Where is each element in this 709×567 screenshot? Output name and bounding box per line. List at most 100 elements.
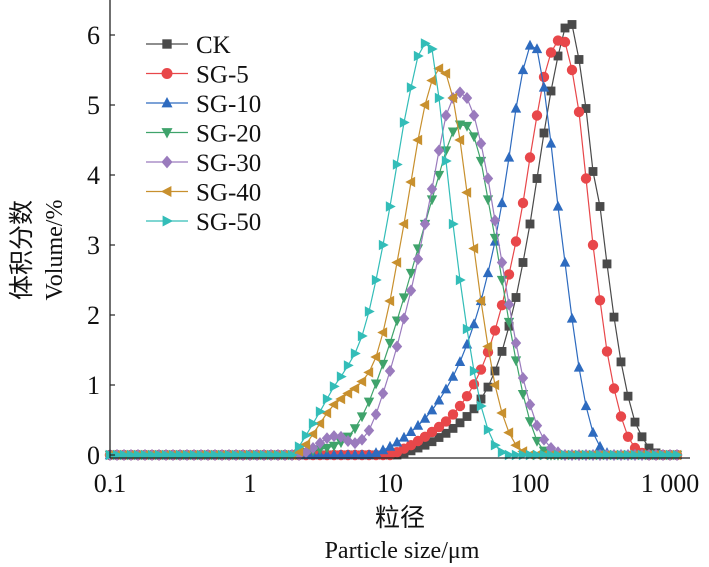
data-point: [496, 256, 508, 269]
data-point: [594, 440, 606, 451]
legend-marker-circle-icon: [161, 68, 173, 79]
legend-marker-diamond-icon: [161, 155, 173, 169]
legend-label: SG-30: [196, 150, 261, 177]
data-point: [321, 449, 333, 460]
data-point: [531, 110, 543, 121]
data-point: [384, 365, 396, 377]
data-point: [496, 197, 508, 208]
data-point: [412, 253, 424, 265]
data-point: [630, 417, 640, 427]
data-point: [496, 300, 508, 311]
data-point: [328, 430, 340, 443]
data-point: [405, 426, 417, 437]
data-point: [447, 92, 458, 104]
data-point: [510, 337, 522, 349]
data-point: [538, 81, 550, 92]
data-point: [587, 239, 599, 251]
data-point: [468, 109, 480, 122]
data-point: [489, 325, 501, 336]
data-point: [314, 418, 325, 429]
data-point: [434, 92, 445, 104]
data-point: [440, 146, 452, 157]
x-tick-label: 100: [511, 469, 550, 498]
legend-label: SG-40: [196, 180, 261, 207]
data-point: [552, 200, 564, 211]
data-point: [475, 295, 486, 307]
legend-marker-triangle-left-icon: [160, 186, 172, 197]
data-point: [461, 338, 473, 349]
data-point: [440, 416, 452, 427]
series-ck: [105, 20, 682, 460]
data-point: [489, 379, 500, 391]
data-point: [343, 360, 354, 371]
data-point: [314, 437, 326, 450]
data-point: [370, 408, 382, 421]
data-point: [447, 127, 459, 138]
series-layer: [104, 20, 683, 461]
data-point: [560, 23, 570, 33]
data-point: [434, 433, 444, 442]
data-point: [398, 293, 410, 304]
data-point: [538, 71, 550, 83]
data-point: [329, 381, 340, 392]
data-point: [419, 99, 430, 111]
data-point: [637, 432, 647, 442]
data-point: [370, 447, 382, 458]
data-point: [573, 106, 585, 118]
data-point: [427, 437, 437, 447]
data-point: [581, 104, 591, 113]
data-point: [482, 341, 493, 352]
data-point: [447, 370, 459, 381]
data-point: [399, 117, 410, 128]
y-tick-label: 2: [87, 301, 100, 330]
data-point: [454, 86, 466, 99]
data-point: [476, 400, 487, 412]
data-point: [440, 109, 452, 122]
legend-label: CK: [196, 32, 231, 59]
data-point: [609, 312, 619, 322]
data-point: [426, 183, 438, 195]
data-point: [426, 404, 438, 415]
data-point: [615, 411, 627, 422]
data-point: [462, 323, 473, 335]
data-point: [363, 367, 374, 378]
legend-marker-square-icon: [162, 39, 172, 49]
data-point: [307, 428, 318, 440]
data-point: [391, 436, 403, 447]
data-point: [525, 219, 535, 229]
data-point: [328, 441, 340, 452]
data-point: [531, 43, 543, 54]
data-point: [469, 365, 480, 377]
series-sg-30: [104, 86, 683, 461]
series-sg-50: [105, 38, 683, 461]
data-point: [363, 397, 375, 408]
data-point: [454, 400, 466, 412]
data-point: [356, 449, 368, 460]
data-point: [307, 442, 319, 454]
data-point: [349, 424, 361, 435]
data-point: [483, 382, 493, 392]
data-point: [503, 298, 515, 311]
data-point: [419, 218, 431, 230]
data-point: [412, 134, 423, 146]
x-axis-title-cn: 粒径: [375, 503, 425, 532]
data-point: [356, 412, 368, 423]
data-point: [420, 38, 431, 49]
data-point: [448, 423, 458, 433]
data-point: [482, 172, 494, 185]
data-point: [370, 379, 382, 390]
data-point: [483, 424, 494, 435]
x-tick-label: 0.1: [94, 469, 127, 498]
data-point: [441, 428, 451, 438]
legend-label: SG-10: [196, 91, 261, 118]
data-point: [328, 399, 339, 410]
data-point: [384, 295, 395, 307]
data-point: [517, 64, 529, 75]
data-point: [427, 43, 438, 55]
data-point: [315, 406, 326, 417]
data-point: [433, 394, 445, 405]
data-point: [574, 55, 584, 64]
data-point: [454, 134, 465, 146]
data-point: [378, 239, 389, 251]
data-point: [545, 137, 557, 148]
